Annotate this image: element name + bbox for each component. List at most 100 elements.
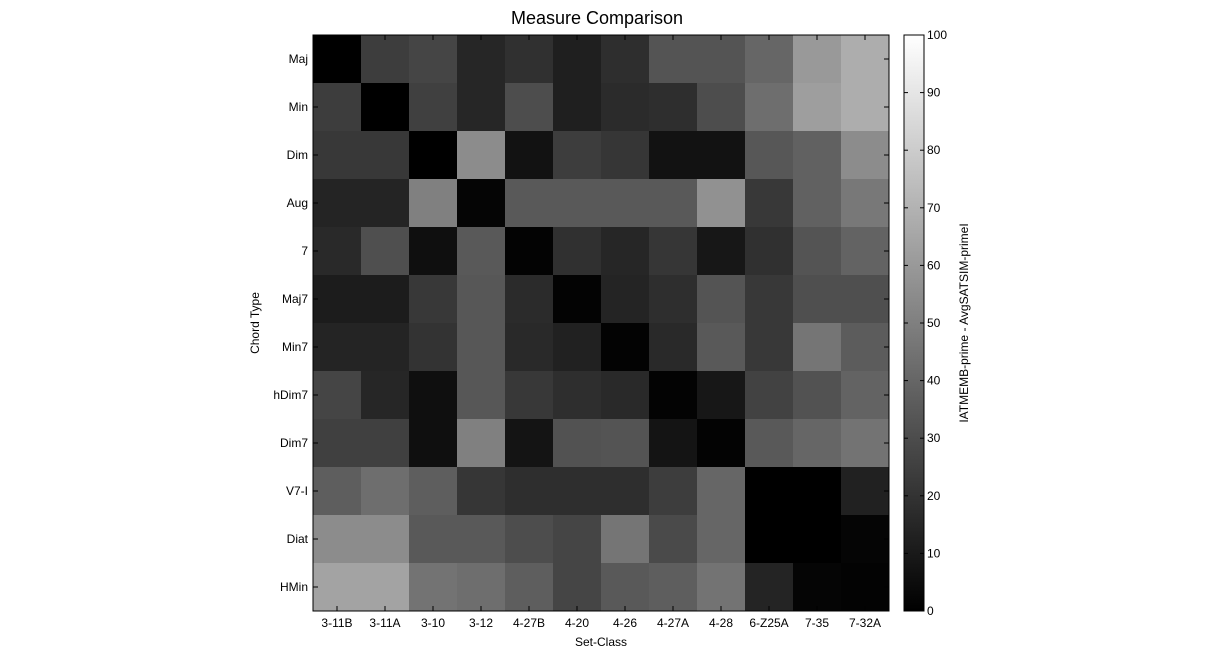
y-tick-label: Min7 — [282, 340, 308, 354]
y-axis-ticks: Maj Min Dim Aug 7 Maj7 Min7 hDim7 Dim7 V7-I Diat HM… — [273, 52, 889, 594]
x-tick-label: 4-28 — [709, 616, 733, 630]
heatmap-cell — [601, 227, 650, 276]
y-tick-label: Dim7 — [280, 436, 308, 450]
heatmap-cell — [793, 467, 842, 516]
heatmap-cell — [841, 227, 890, 276]
heatmap-cell — [313, 371, 362, 420]
heatmap-cell — [697, 179, 746, 228]
heatmap-cell — [553, 323, 602, 372]
heatmap-cell — [553, 131, 602, 180]
heatmap-cell — [313, 35, 362, 84]
heatmap-cell — [697, 323, 746, 372]
colorbar-tick-label: 80 — [927, 143, 941, 157]
heatmap-cell — [409, 371, 458, 420]
heatmap-cell — [313, 323, 362, 372]
heatmap-cell — [457, 275, 506, 324]
x-tick-label: 4-27A — [657, 616, 689, 630]
heatmap-cell — [601, 275, 650, 324]
heatmap-cell — [457, 35, 506, 84]
y-tick-label: HMin — [280, 580, 308, 594]
heatmap-cell — [409, 227, 458, 276]
heatmap-cell — [409, 515, 458, 564]
colorbar-tick-label: 20 — [927, 489, 941, 503]
colorbar-tick-label: 70 — [927, 201, 941, 215]
colorbar-label: IATMEMB-prime - AvgSATSIM-primeI — [957, 223, 971, 422]
heatmap-cell — [553, 419, 602, 468]
heatmap-cell — [841, 35, 890, 84]
heatmap-cell — [841, 275, 890, 324]
heatmap-cell — [313, 275, 362, 324]
heatmap-cell — [745, 35, 794, 84]
heatmap-cell — [505, 179, 554, 228]
y-tick-label: V7-I — [286, 484, 308, 498]
heatmap-cell — [313, 467, 362, 516]
heatmap-cell — [793, 83, 842, 132]
heatmap-cell — [457, 563, 506, 612]
heatmap-cell — [841, 467, 890, 516]
x-axis-ticks: 3-11B 3-11A 3-10 3-12 4-27B 4-20 4-26 4-27A 4-28… — [321, 35, 881, 630]
x-tick-label: 3-10 — [421, 616, 445, 630]
heatmap-cell — [601, 467, 650, 516]
heatmap-cell — [697, 515, 746, 564]
heatmap-cell — [553, 179, 602, 228]
x-tick-label: 4-26 — [613, 616, 637, 630]
x-tick-label: 7-32A — [849, 616, 881, 630]
heatmap-cells — [313, 35, 890, 612]
heatmap-cell — [601, 371, 650, 420]
heatmap-cell — [457, 131, 506, 180]
heatmap-cell — [505, 131, 554, 180]
heatmap-cell — [553, 83, 602, 132]
heatmap-cell — [505, 467, 554, 516]
heatmap-cell — [793, 227, 842, 276]
x-tick-label: 4-20 — [565, 616, 589, 630]
x-axis-label: Set-Class — [575, 635, 627, 649]
heatmap-cell — [553, 515, 602, 564]
heatmap-cell — [409, 83, 458, 132]
heatmap-cell — [409, 35, 458, 84]
colorbar-ticks: 0 10 20 30 40 50 60 70 80 90 100 — [904, 28, 947, 618]
heatmap-cell — [601, 83, 650, 132]
x-tick-label: 7-35 — [805, 616, 829, 630]
heatmap-cell — [313, 515, 362, 564]
heatmap-cell — [601, 179, 650, 228]
heatmap-cell — [361, 227, 410, 276]
heatmap-cell — [793, 275, 842, 324]
heatmap-cell — [553, 35, 602, 84]
heatmap-cell — [697, 35, 746, 84]
heatmap-cell — [649, 275, 698, 324]
heatmap-cell — [793, 179, 842, 228]
heatmap-cell — [601, 131, 650, 180]
heatmap-cell — [649, 83, 698, 132]
heatmap-cell — [841, 83, 890, 132]
heatmap-cell — [649, 227, 698, 276]
heatmap-cell — [649, 179, 698, 228]
heatmap-cell — [649, 131, 698, 180]
heatmap-cell — [649, 515, 698, 564]
heatmap-cell — [697, 371, 746, 420]
heatmap-cell — [745, 323, 794, 372]
heatmap-cell — [745, 515, 794, 564]
colorbar-tick-label: 40 — [927, 374, 941, 388]
colorbar-tick-label: 90 — [927, 86, 941, 100]
heatmap-cell — [457, 515, 506, 564]
colorbar-tick-label: 0 — [927, 604, 934, 618]
heatmap-cell — [313, 179, 362, 228]
heatmap-cell — [745, 131, 794, 180]
heatmap-cell — [745, 179, 794, 228]
heatmap-cell — [841, 371, 890, 420]
heatmap-cell — [361, 419, 410, 468]
colorbar-tick-label: 30 — [927, 431, 941, 445]
heatmap-cell — [409, 563, 458, 612]
y-tick-label: Min — [289, 100, 308, 114]
heatmap-cell — [409, 131, 458, 180]
colorbar-tick-label: 100 — [927, 28, 947, 42]
heatmap-cell — [697, 275, 746, 324]
colorbar-tick-label: 10 — [927, 546, 941, 560]
y-axis-label: Chord Type — [248, 292, 262, 354]
heatmap-cell — [601, 419, 650, 468]
heatmap-cell — [313, 131, 362, 180]
heatmap-cell — [361, 323, 410, 372]
heatmap-cell — [649, 323, 698, 372]
heatmap-cell — [649, 563, 698, 612]
heatmap-cell — [649, 35, 698, 84]
